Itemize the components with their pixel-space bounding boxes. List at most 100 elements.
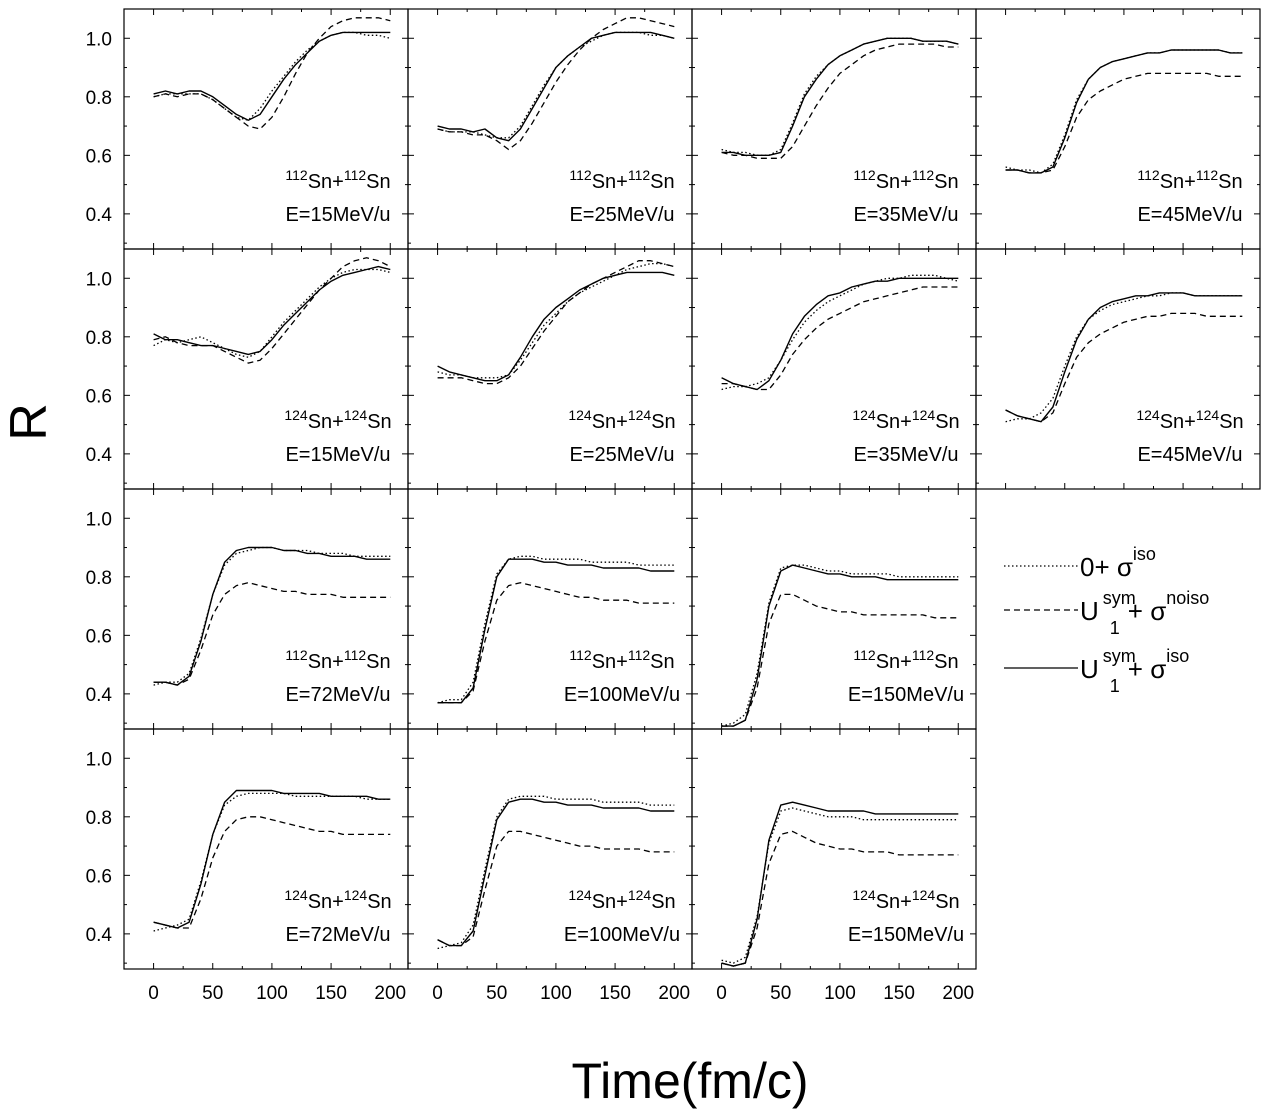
x-tick-label: 100: [824, 983, 856, 1004]
x-axis-title: Time(fm/c): [572, 1053, 809, 1109]
series-solid: [153, 546, 391, 686]
legend: 0+ σiso U sym 1+ σnoiso U sym 1+ σiso: [1004, 544, 1209, 696]
panel-124-150: 124Sn+124Sn E=150MeV/u: [691, 728, 977, 970]
panel-112-100: 112Sn+112Sn E=100MeV/u: [407, 488, 693, 730]
series-solid: [721, 37, 959, 156]
reaction-label: 124Sn+124Sn: [1136, 407, 1243, 433]
series-solid: [437, 558, 675, 704]
y-tick-label: 0.8: [86, 328, 112, 349]
x-tick-label: 0: [716, 983, 727, 1004]
reaction-label: 124Sn+124Sn: [852, 887, 959, 913]
series-solid: [153, 265, 391, 356]
panel-112-25: 112Sn+112Sn E=25MeV/u: [407, 8, 693, 250]
reaction-label: 112Sn+112Sn: [285, 167, 390, 193]
panel-124-100: 124Sn+124Sn E=100MeV/u: [407, 728, 693, 970]
series-dashed: [437, 830, 675, 947]
reaction-label: 112Sn+112Sn: [285, 647, 390, 673]
energy-label: E=25MeV/u: [569, 444, 674, 466]
y-tick-label: 0.6: [86, 146, 112, 167]
energy-label: E=45MeV/u: [1137, 204, 1242, 226]
series-dashed: [721, 286, 959, 391]
reaction-label: 124Sn+124Sn: [284, 887, 391, 913]
series-solid: [721, 277, 959, 391]
series-solid: [437, 271, 675, 382]
reaction-label: 124Sn+124Sn: [568, 407, 675, 433]
series-dashed: [437, 260, 675, 385]
series-dashed: [153, 17, 391, 130]
y-tick-label: 0.6: [86, 626, 112, 647]
panel-112-35: 112Sn+112Sn E=35MeV/u: [691, 8, 977, 250]
series-dotted: [437, 555, 675, 704]
series-solid: [437, 798, 675, 947]
series-solid: [153, 789, 391, 929]
series-dotted: [153, 792, 391, 932]
x-tick-label: 50: [770, 983, 791, 1004]
y-tick-label: 0.4: [86, 925, 113, 946]
series-dotted: [153, 268, 391, 358]
y-tick-label: 0.4: [86, 445, 113, 466]
panel-124-15: 124Sn+124Sn E=15MeV/u: [123, 248, 409, 490]
energy-label: E=35MeV/u: [853, 204, 958, 226]
x-tick-label: 200: [374, 983, 406, 1004]
x-tick-label: 150: [599, 983, 631, 1004]
x-tick-label: 200: [942, 983, 974, 1004]
y-tick-label: 0.4: [86, 685, 113, 706]
series-solid: [721, 801, 959, 967]
series-solid: [1005, 49, 1243, 174]
panel-124-45: 124Sn+124Sn E=45MeV/u: [975, 248, 1261, 490]
series-solid: [153, 31, 391, 121]
reaction-label: 112Sn+112Sn: [1137, 167, 1242, 193]
energy-label: E=100MeV/u: [564, 924, 680, 946]
series-dashed: [1005, 72, 1243, 174]
series-dashed: [153, 257, 391, 364]
reaction-label: 112Sn+112Sn: [853, 167, 958, 193]
y-tick-label: 1.0: [86, 269, 112, 290]
panel-124-72: 124Sn+124Sn E=72MeV/u: [123, 728, 409, 970]
y-tick-label: 1.0: [86, 749, 112, 770]
energy-label: E=100MeV/u: [564, 684, 680, 706]
y-tick-label: 0.8: [86, 568, 112, 589]
series-solid: [437, 31, 675, 142]
panel-124-25: 124Sn+124Sn E=25MeV/u: [407, 248, 693, 490]
reaction-label: 112Sn+112Sn: [569, 647, 674, 673]
series-dashed: [721, 830, 959, 967]
energy-label: E=35MeV/u: [853, 444, 958, 466]
y-tick-label: 0.8: [86, 88, 112, 109]
energy-label: E=150MeV/u: [848, 684, 964, 706]
series-dotted: [1005, 292, 1243, 423]
series-dashed: [437, 582, 675, 704]
y-axis-title: R: [0, 403, 58, 441]
panel-112-15: 112Sn+112Sn E=15MeV/u: [123, 8, 409, 250]
x-tick-label: 100: [540, 983, 572, 1004]
series-dotted: [437, 262, 675, 379]
reaction-label: 112Sn+112Sn: [569, 167, 674, 193]
panel-124-35: 124Sn+124Sn E=35MeV/u: [691, 248, 977, 490]
series-dotted: [153, 31, 391, 121]
panel-112-150: 112Sn+112Sn E=150MeV/u: [691, 488, 977, 730]
y-tick-label: 0.6: [86, 866, 112, 887]
reaction-label: 124Sn+124Sn: [284, 407, 391, 433]
energy-label: E=72MeV/u: [285, 684, 390, 706]
panel-frame: [975, 248, 1261, 490]
series-dashed: [721, 43, 959, 159]
series-dashed: [437, 17, 675, 151]
reaction-label: 124Sn+124Sn: [852, 407, 959, 433]
series-dashed: [153, 816, 391, 929]
panel-112-72: 112Sn+112Sn E=72MeV/u: [123, 488, 409, 730]
series-dotted: [721, 274, 959, 391]
energy-label: E=15MeV/u: [285, 204, 390, 226]
series-dotted: [721, 564, 959, 727]
series-dotted: [437, 31, 675, 139]
panel-grid: 112Sn+112Sn E=15MeV/u 112Sn+112Sn E=25MeV/u…: [86, 8, 1261, 1004]
series-dashed: [1005, 312, 1243, 423]
series-dotted: [153, 546, 391, 686]
series-dotted: [1005, 49, 1243, 174]
energy-label: E=150MeV/u: [848, 924, 964, 946]
x-tick-label: 50: [202, 983, 223, 1004]
y-tick-label: 1.0: [86, 509, 112, 530]
energy-label: E=72MeV/u: [285, 924, 390, 946]
panel-frame: [691, 728, 977, 970]
y-tick-label: 0.4: [86, 205, 113, 226]
